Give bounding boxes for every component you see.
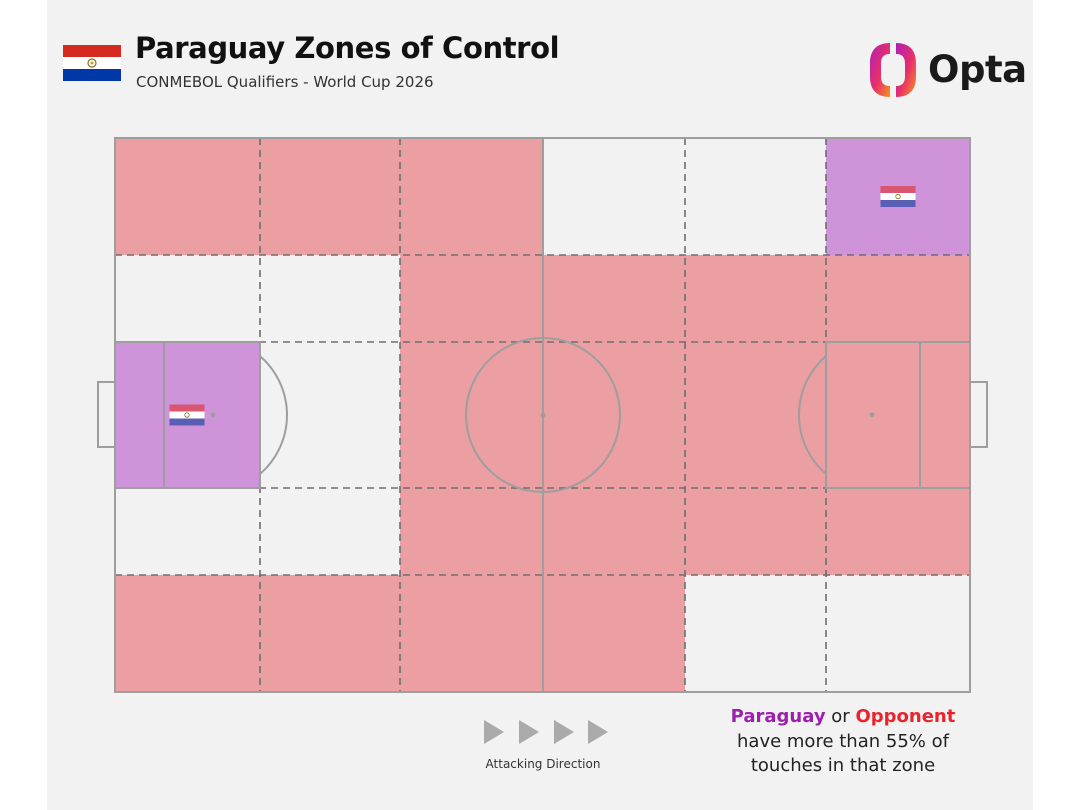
legend-line-1: Paraguay or Opponent	[700, 705, 986, 730]
zone-neutral	[543, 138, 685, 255]
centre-circle	[465, 337, 621, 493]
legend-opponent: Opponent	[855, 706, 956, 727]
flag-stripe	[880, 193, 916, 200]
opta-brand-name: Opta	[928, 48, 1027, 91]
zone-neutral	[260, 488, 400, 575]
zone-opponent	[400, 255, 543, 342]
centre-spot	[540, 412, 546, 418]
paraguay-flag-icon	[880, 186, 916, 207]
zone-opponent	[400, 138, 543, 255]
chart-subtitle: CONMEBOL Qualifiers - World Cup 2026	[136, 73, 434, 91]
arrow-icon	[554, 720, 574, 744]
zone-opponent	[543, 342, 685, 488]
legend-line-2: have more than 55% of	[737, 730, 949, 752]
pitch-markings	[97, 137, 988, 693]
zone-opponent	[826, 342, 970, 488]
attacking-direction-arrows	[484, 720, 608, 744]
attacking-direction-label: Attacking Direction	[485, 757, 601, 771]
arrow-icon	[484, 720, 504, 744]
left-penalty-spot	[210, 412, 216, 418]
zone-opponent	[115, 138, 260, 255]
zone-opponent	[685, 255, 826, 342]
right-penalty-arc	[798, 355, 827, 475]
flag-stripe	[880, 186, 916, 193]
chart-title: Paraguay Zones of Control	[135, 31, 560, 65]
zone-opponent	[400, 575, 543, 692]
flag-emblem	[184, 412, 190, 418]
zone-neutral	[115, 488, 260, 575]
zone-opponent	[260, 138, 400, 255]
zone-opponent	[543, 255, 685, 342]
zone-opponent	[685, 342, 826, 488]
legend-line-3: touches in that zone	[750, 755, 936, 776]
flag-stripe	[880, 200, 916, 207]
right-penalty-spot	[869, 412, 875, 418]
zone-neutral	[260, 342, 400, 488]
zone-layer	[115, 138, 970, 692]
legend-connector: or	[831, 706, 850, 727]
zone-flags	[169, 186, 916, 426]
zone-neutral	[685, 138, 826, 255]
left-penalty-arc	[259, 355, 288, 475]
opta-logo-icon	[870, 43, 916, 97]
right-goal	[969, 381, 988, 448]
paraguay-flag-icon	[169, 404, 205, 426]
arrow-icon	[588, 720, 608, 744]
flag-stripe	[169, 404, 205, 412]
paraguay-flag-icon	[63, 45, 121, 81]
zone-opponent	[543, 488, 685, 575]
flag-stripe	[169, 418, 205, 426]
flag-emblem	[895, 193, 901, 200]
zone-opponent	[260, 575, 400, 692]
legend: Paraguay or Opponent have more than 55% …	[700, 705, 986, 779]
arrow-icon	[519, 720, 539, 744]
legend-team: Paraguay	[730, 706, 826, 727]
zone-opponent	[400, 488, 543, 575]
zone-opponent	[400, 342, 543, 488]
zone-neutral	[115, 255, 260, 342]
zone-neutral	[260, 255, 400, 342]
left-goal	[97, 381, 116, 448]
zone-opponent	[826, 488, 970, 575]
zone-opponent	[543, 575, 685, 692]
flag-stripe	[169, 411, 205, 419]
zone-opponent	[685, 488, 826, 575]
zone-neutral	[826, 575, 970, 692]
zone-opponent	[115, 575, 260, 692]
zone-opponent	[826, 255, 970, 342]
zone-neutral	[685, 575, 826, 692]
